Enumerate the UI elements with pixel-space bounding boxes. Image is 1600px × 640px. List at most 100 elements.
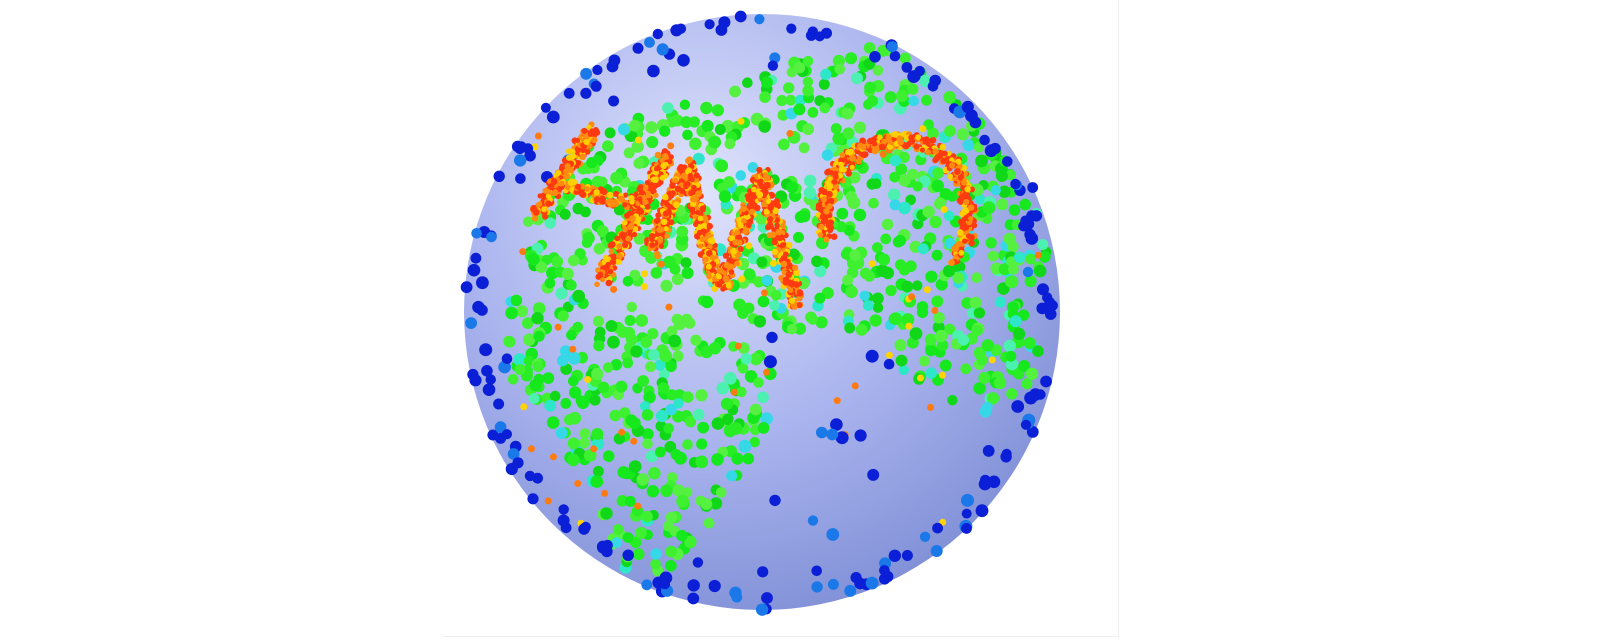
land-dot: [680, 116, 693, 129]
letter-dot: [569, 153, 576, 160]
land-dot: [1039, 251, 1051, 263]
letter-dot: [839, 152, 846, 159]
letter-dot: [654, 217, 661, 224]
ocean-dot: [580, 67, 592, 80]
land-dot: [631, 140, 644, 153]
ocean-dot: [692, 557, 704, 568]
land-dot: [708, 135, 722, 149]
land-dot: [973, 382, 986, 395]
letter-dot: [662, 210, 669, 217]
land-dot: [715, 487, 727, 498]
land-dot: [898, 264, 910, 276]
ocean-dot: [766, 331, 778, 344]
land-dot: [1025, 253, 1036, 265]
land-dot: [594, 326, 606, 338]
land-dot: [564, 414, 576, 426]
land-dot: [931, 295, 944, 308]
land-dot: [672, 350, 684, 362]
land-dot-warm: [657, 260, 665, 268]
ocean-dot: [961, 523, 972, 534]
ocean-dot: [907, 70, 921, 83]
letter-dot: [632, 226, 639, 232]
land-dot: [1003, 339, 1016, 353]
ocean-dot: [879, 565, 890, 576]
letter-dot: [730, 248, 737, 255]
land-dot: [625, 333, 638, 346]
letter-dot: [706, 250, 713, 257]
letter-dot: [838, 157, 845, 164]
land-dot: [776, 95, 788, 107]
land-dot-warm: [640, 283, 648, 291]
letter-dot: [956, 197, 963, 204]
land-dot: [975, 154, 988, 168]
letter-dot: [940, 157, 948, 165]
letter-dot: [849, 164, 855, 170]
ocean-dot: [919, 531, 931, 542]
ocean-dot: [507, 448, 520, 460]
land-dot: [973, 307, 986, 319]
land-dot: [994, 296, 1006, 308]
land-dot: [778, 138, 790, 151]
land-dot: [749, 424, 761, 436]
letter-dot: [622, 227, 628, 233]
land-dot: [1024, 275, 1037, 288]
letter-dot: [954, 168, 961, 175]
land-dot-warm: [761, 289, 768, 297]
letter-dot: [699, 236, 706, 243]
land-dot: [738, 439, 752, 453]
letter-dot: [667, 203, 674, 210]
letter-dot: [545, 200, 552, 207]
land-dot: [617, 466, 630, 479]
land-dot: [602, 362, 614, 373]
ocean-dot: [811, 581, 823, 593]
ocean-dot: [865, 349, 879, 363]
land-dot: [555, 287, 568, 300]
letter-dot: [831, 179, 838, 185]
land-dot: [970, 183, 984, 197]
land-dot: [718, 190, 732, 203]
letter-dot: [788, 287, 794, 294]
ocean-dot: [1011, 400, 1025, 413]
letter-dot: [830, 233, 838, 240]
land-dot: [985, 237, 997, 249]
letter-dot: [736, 233, 743, 240]
letter-dot: [827, 219, 834, 227]
land-dot: [943, 91, 956, 104]
land-dot: [952, 272, 965, 284]
land-dot: [769, 299, 780, 311]
letter-dot: [826, 203, 833, 210]
ocean-dot: [563, 87, 575, 99]
ocean-dot: [493, 170, 505, 182]
land-dot-warm: [926, 403, 934, 411]
land-dot: [593, 340, 605, 352]
land-dot: [635, 314, 648, 327]
ocean-dot: [989, 142, 1001, 155]
land-dot: [853, 208, 867, 222]
land-dot: [737, 363, 749, 374]
land-dot: [676, 225, 689, 238]
land-dot: [1005, 275, 1019, 289]
letter-dot: [663, 226, 669, 232]
letter-dot: [709, 254, 716, 261]
land-dot-warm: [745, 242, 753, 250]
land-dot: [646, 136, 659, 149]
land-dot: [744, 370, 758, 383]
land-dot: [859, 290, 870, 301]
ocean-dot: [494, 421, 507, 434]
land-dot: [729, 85, 741, 98]
land-dot: [1023, 337, 1036, 349]
land-dot: [567, 437, 580, 450]
ocean-dot: [1022, 266, 1034, 278]
ocean-dot: [961, 493, 974, 507]
land-dot: [665, 560, 677, 572]
letter-dot: [897, 139, 904, 146]
land-dot: [514, 364, 526, 375]
letter-dot: [574, 137, 581, 144]
land-dot: [759, 91, 771, 103]
letter-dot: [908, 134, 915, 141]
land-dot: [925, 344, 937, 357]
land-dot: [736, 386, 747, 398]
land-dot: [641, 510, 653, 523]
land-dot: [811, 255, 823, 267]
ocean-dot: [632, 42, 644, 54]
